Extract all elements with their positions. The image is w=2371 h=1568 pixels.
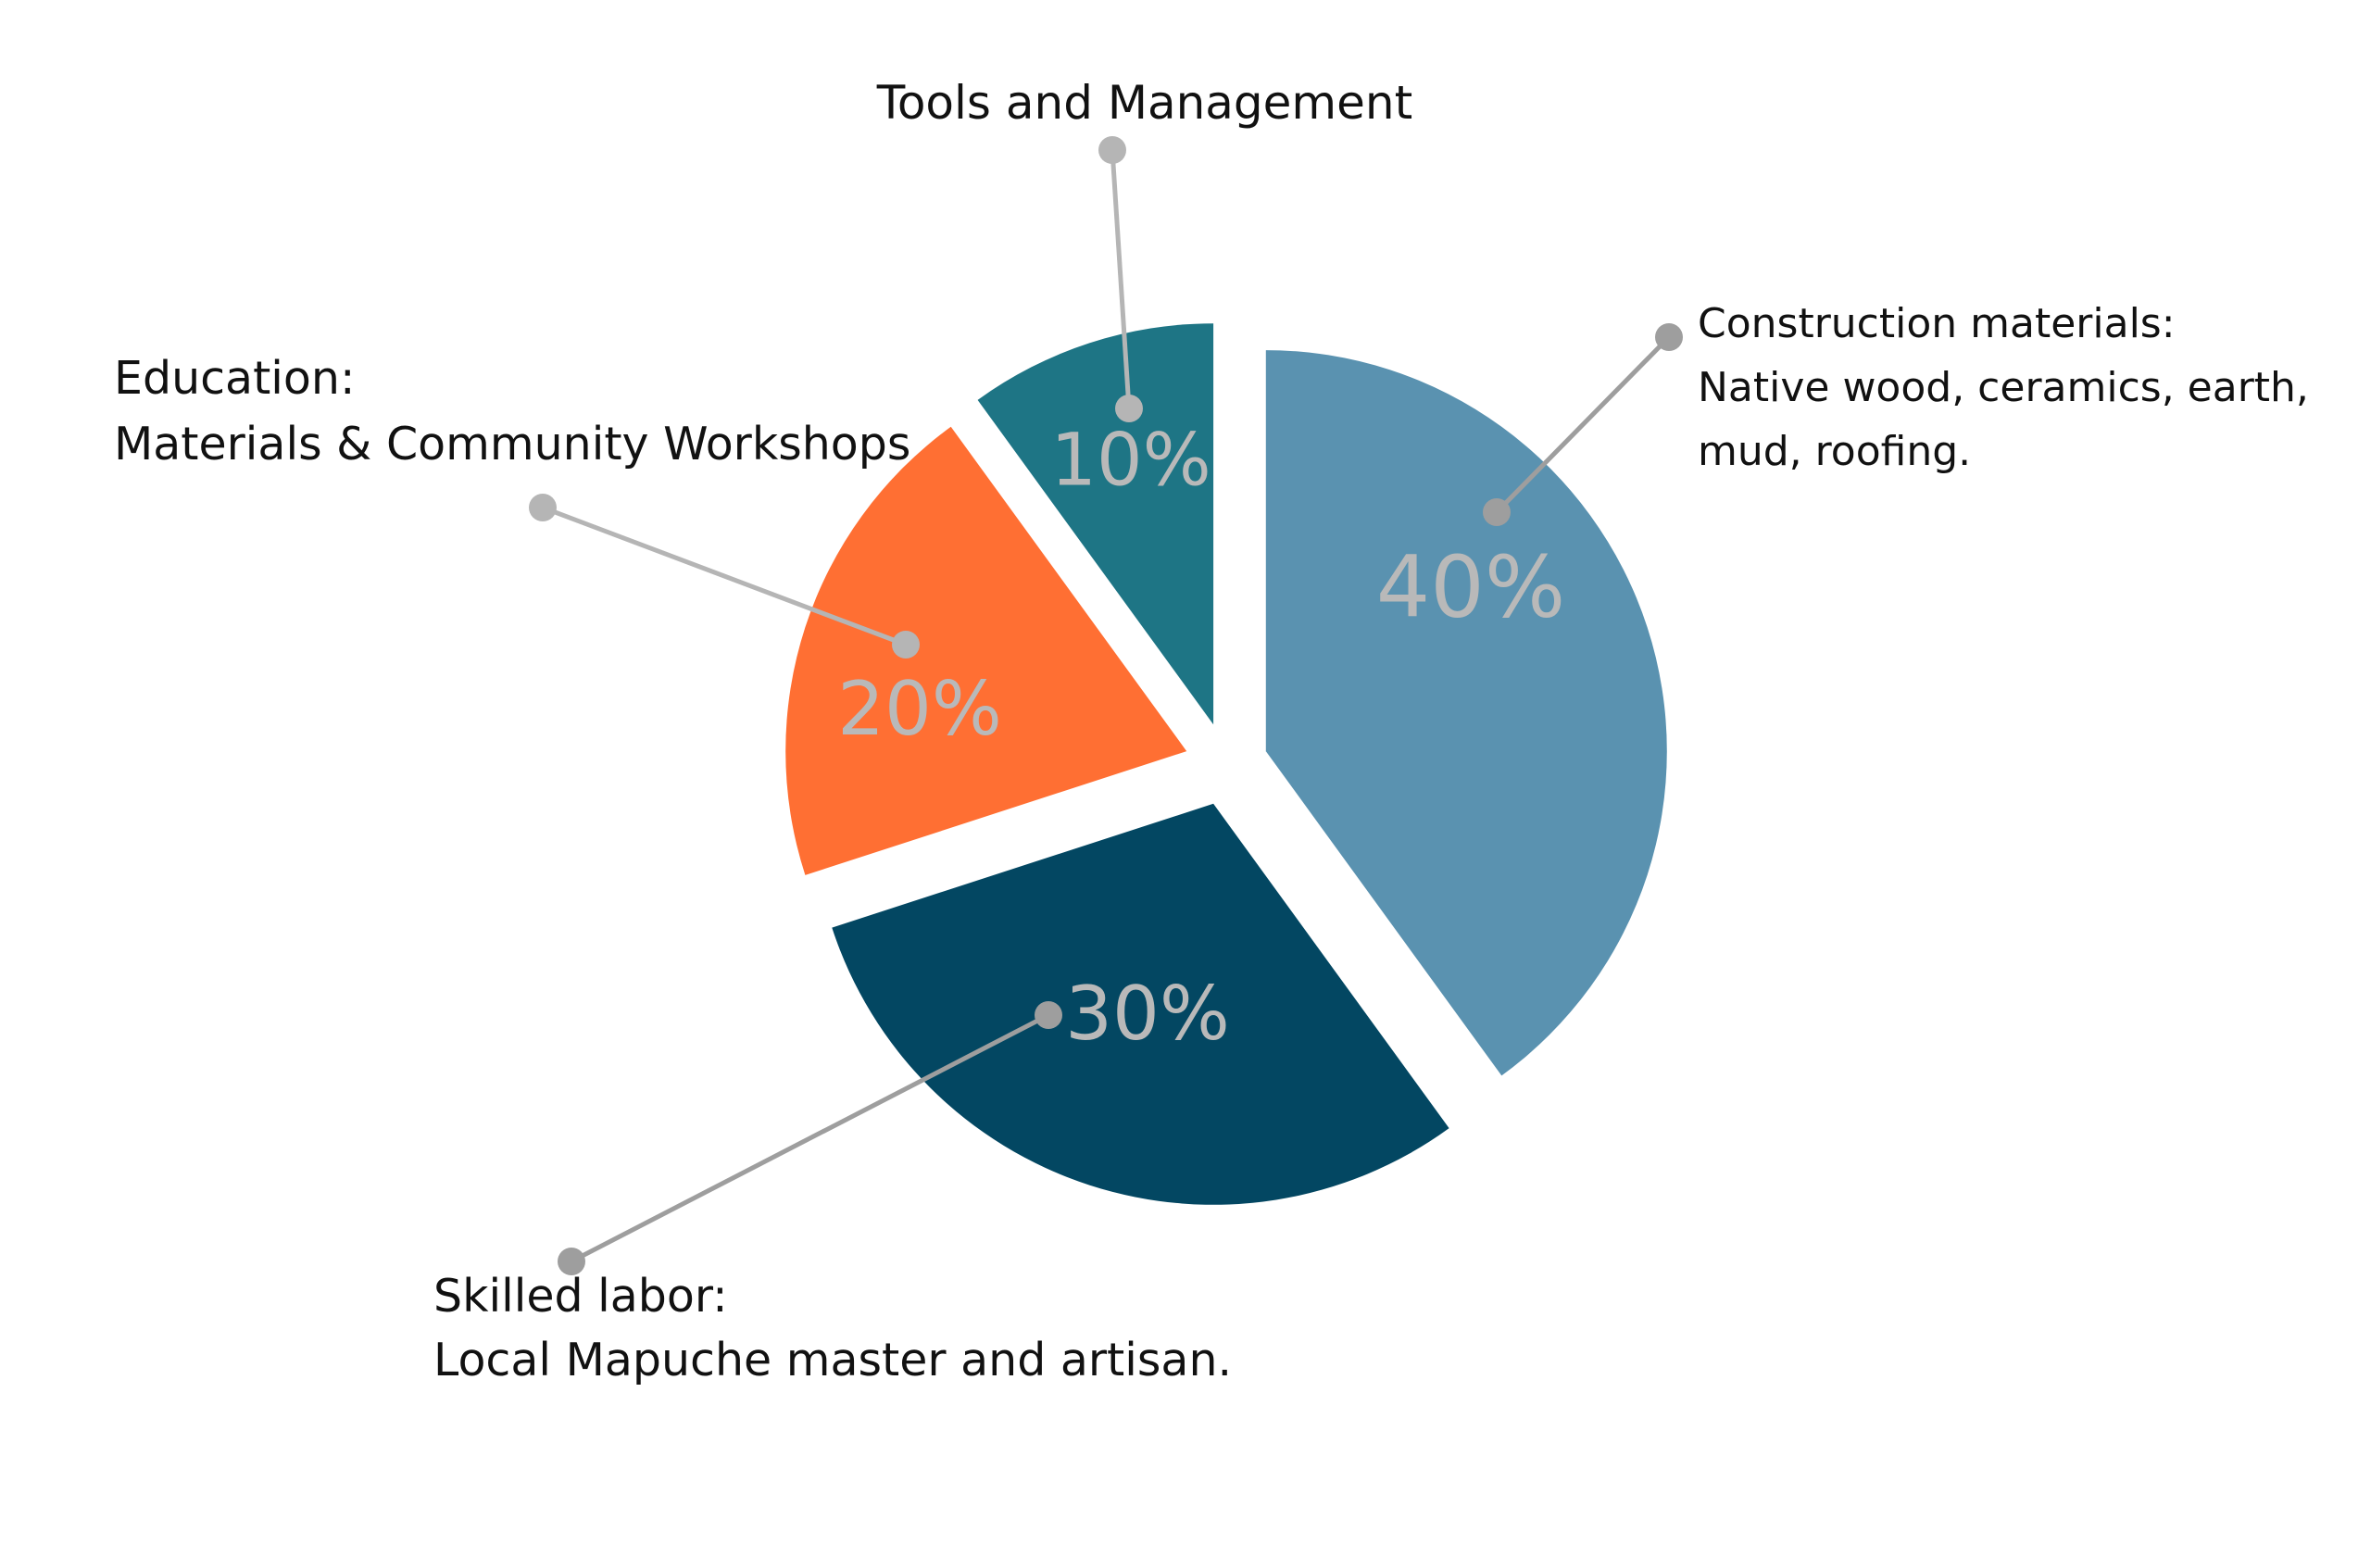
leader-construction-end-dot (1483, 498, 1511, 526)
leader-education-start-dot (529, 494, 557, 521)
leader-education-end-dot (892, 631, 920, 659)
annotation-skilled-labor-detail: Local Mapuche master and artisan. (433, 1334, 1232, 1386)
slice-education (785, 426, 1187, 875)
leader-skilled-labor-start-dot (558, 1248, 585, 1275)
annotation-tools-title: Tools and Management (876, 76, 1412, 130)
slices (785, 323, 1667, 1205)
leader-education (542, 505, 907, 647)
slice-skilled-labor (832, 803, 1449, 1205)
slice-tools (977, 323, 1214, 725)
leader-construction (1495, 335, 1671, 514)
annotation-education-title: Education: (114, 352, 355, 405)
annotation-construction-detail-2: mud, roofing. (1698, 428, 1971, 475)
value-label-skilled-labor: 30% (1065, 971, 1230, 1057)
leader-tools (1110, 149, 1132, 409)
leader-tools-start-dot (1098, 136, 1126, 164)
annotation-skilled-labor-title: Skilled labor: (433, 1270, 728, 1323)
value-label-education: 20% (837, 666, 1002, 752)
leader-tools-end-dot (1115, 395, 1143, 422)
annotation-construction-title: Construction materials: (1698, 300, 2176, 347)
leader-skilled-labor-end-dot (1035, 1001, 1062, 1029)
leader-lines (529, 136, 1683, 1275)
annotation-education-detail: Materials & Community Workshops (114, 418, 910, 470)
value-label-construction: 40% (1376, 537, 1565, 636)
value-label-tools: 10% (1050, 419, 1211, 502)
leader-construction-start-dot (1655, 323, 1683, 351)
slice-construction (1265, 350, 1667, 1076)
annotation-construction-detail-1: Native wood, ceramics, earth, (1698, 364, 2309, 411)
leader-skilled-labor (570, 1012, 1050, 1264)
